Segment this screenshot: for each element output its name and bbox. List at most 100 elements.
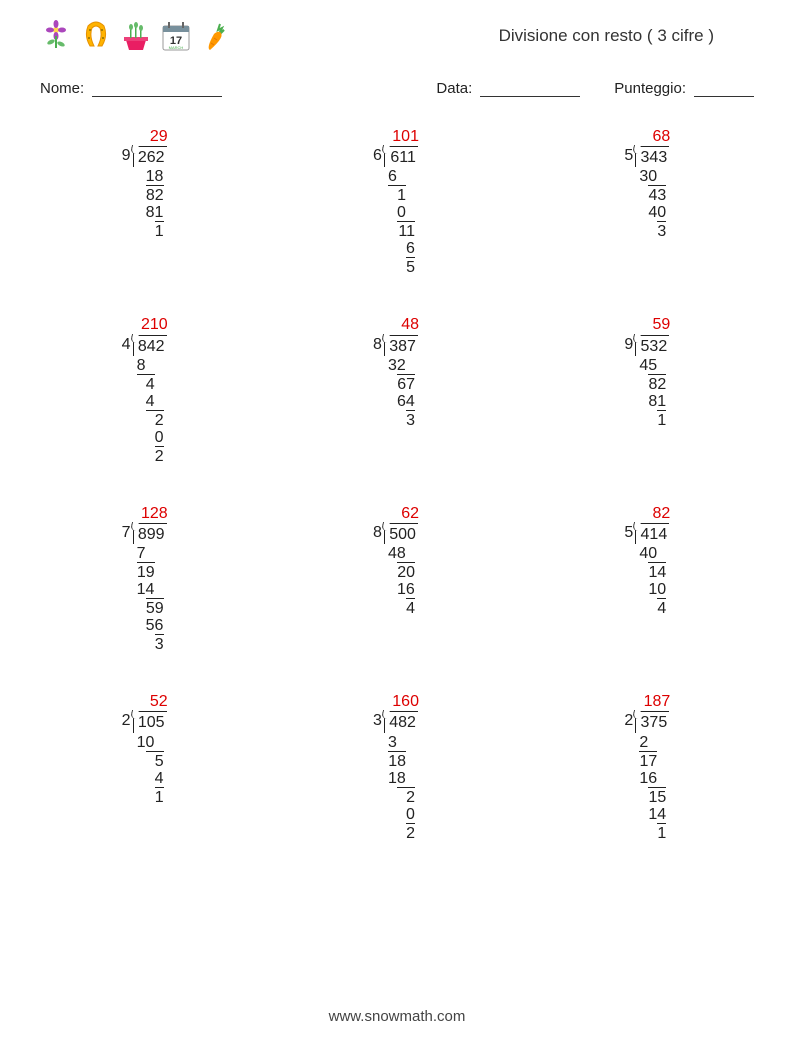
dividend: 500: [384, 523, 418, 544]
division-problem: 187 23752171615141: [543, 692, 754, 840]
step-row: 1: [388, 185, 419, 203]
step-row: 82: [639, 374, 670, 392]
work-steps: 1882811: [137, 167, 168, 239]
work-steps: 31818202: [388, 733, 419, 841]
header-icons: 17 MARCH: [40, 20, 232, 52]
division-problem: 160 348231818202: [291, 692, 502, 840]
step-row: 67: [388, 374, 419, 392]
quotient: 187: [639, 692, 672, 711]
flower-icon: [40, 20, 72, 52]
step-row: 18: [137, 167, 168, 185]
dividend: 387: [384, 335, 418, 356]
step-row: 0: [137, 428, 168, 446]
dividend: 611: [384, 146, 418, 167]
work-steps: 4820164: [388, 544, 419, 616]
calendar-icon: 17 MARCH: [160, 20, 192, 52]
work-steps: 2171615141: [639, 733, 670, 841]
step-row: 14: [137, 580, 168, 598]
division-problem: 6285004820164: [291, 504, 502, 652]
score-blank: [694, 80, 754, 97]
dividend: 842: [133, 335, 167, 356]
dividend: 414: [635, 523, 669, 544]
step-row: 40: [639, 203, 670, 221]
dividend: 343: [635, 146, 669, 167]
work-steps: 7191459563: [137, 544, 168, 652]
division-problem: 2992621882811: [40, 127, 251, 275]
division-problem: 10166116101165: [291, 127, 502, 275]
work-steps: 4014104: [639, 544, 670, 616]
step-row: 2: [388, 823, 419, 841]
date-blank: [480, 80, 580, 97]
division-problem: 52210510541: [40, 692, 251, 840]
quotient: 210: [137, 315, 170, 334]
step-row: 11: [388, 221, 419, 239]
quotient: 160: [388, 692, 421, 711]
step-row: 56: [137, 616, 168, 634]
step-row: 2: [137, 446, 168, 464]
quotient: 59: [639, 315, 672, 334]
work-steps: 4582811: [639, 356, 670, 428]
division-problem: 8254144014104: [543, 504, 754, 652]
step-row: 6: [388, 239, 419, 257]
quotient: 48: [388, 315, 421, 334]
step-row: 10: [639, 580, 670, 598]
step-row: 1: [137, 787, 168, 805]
step-row: 1: [137, 221, 168, 239]
step-row: 4: [388, 598, 419, 616]
step-row: 19: [137, 562, 168, 580]
step-row: 45: [639, 356, 670, 374]
dividend: 375: [635, 711, 669, 732]
step-row: 7: [137, 544, 168, 562]
dividend: 105: [133, 711, 167, 732]
worksheet-header: 17 MARCH Divisione con resto ( 3 cifre ): [40, 20, 754, 52]
name-label: Nome:: [40, 80, 84, 97]
work-steps: 3043403: [639, 167, 670, 239]
quotient: 62: [388, 504, 421, 523]
step-row: 16: [639, 769, 670, 787]
step-row: 3: [388, 733, 419, 751]
carrot-icon: [200, 20, 232, 52]
step-row: 2: [388, 787, 419, 805]
step-row: 3: [388, 410, 419, 428]
division-problem: 6853433043403: [543, 127, 754, 275]
division-problem: 128 78997191459563: [40, 504, 251, 652]
work-steps: 844202: [137, 356, 168, 464]
step-row: 20: [388, 562, 419, 580]
step-row: 17: [639, 751, 670, 769]
step-row: 4: [639, 598, 670, 616]
problems-grid: 2992621882811101661161011656853433043403…: [40, 127, 754, 841]
work-steps: 3267643: [388, 356, 419, 428]
step-row: 2: [137, 410, 168, 428]
step-row: 2: [639, 733, 670, 751]
step-row: 10: [137, 733, 168, 751]
step-row: 4: [137, 374, 168, 392]
step-row: 81: [639, 392, 670, 410]
division-problem: 4883873267643: [291, 315, 502, 463]
horseshoe-icon: [80, 20, 112, 52]
quotient: 128: [137, 504, 170, 523]
step-row: 32: [388, 356, 419, 374]
step-row: 8: [137, 356, 168, 374]
step-row: 15: [639, 787, 670, 805]
dividend: 482: [384, 711, 418, 732]
dividend: 262: [133, 146, 167, 167]
quotient: 52: [137, 692, 170, 711]
step-row: 59: [137, 598, 168, 616]
quotient: 82: [639, 504, 672, 523]
step-row: 43: [639, 185, 670, 203]
step-row: 64: [388, 392, 419, 410]
quotient: 101: [388, 127, 421, 146]
dividend: 899: [133, 523, 167, 544]
step-row: 16: [388, 580, 419, 598]
worksheet-title: Divisione con resto ( 3 cifre ): [499, 26, 714, 46]
step-row: 5: [388, 257, 419, 275]
date-label: Data:: [436, 80, 472, 97]
step-row: 48: [388, 544, 419, 562]
step-row: 6: [388, 167, 419, 185]
step-row: 82: [137, 185, 168, 203]
dividend: 532: [635, 335, 669, 356]
info-row: Nome: Data: Punteggio:: [40, 80, 754, 97]
footer-url: www.snowmath.com: [0, 1008, 794, 1025]
quotient: 29: [137, 127, 170, 146]
plant-pot-icon: [120, 20, 152, 52]
